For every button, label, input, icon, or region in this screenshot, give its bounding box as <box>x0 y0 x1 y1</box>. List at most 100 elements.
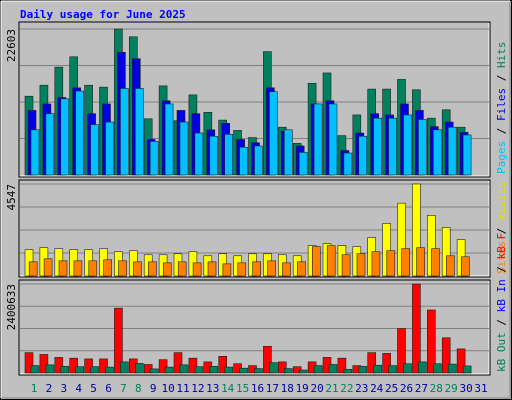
bar <box>237 262 247 277</box>
bar <box>173 352 183 374</box>
bar <box>58 260 68 277</box>
bar <box>447 126 457 176</box>
bar <box>177 261 187 277</box>
bar <box>105 121 114 176</box>
bar <box>30 365 40 374</box>
x-tick-label: 27 <box>415 382 428 395</box>
bar <box>416 247 425 277</box>
chart-title: Daily usage for June 2025 <box>20 8 186 21</box>
x-tick-label: 5 <box>90 382 97 395</box>
x-tick-label: 15 <box>236 382 249 395</box>
x-tick-label: 28 <box>430 382 443 395</box>
bar <box>397 328 406 374</box>
x-tick-label: 17 <box>266 382 279 395</box>
x-tick-label: 25 <box>385 382 398 395</box>
bar <box>254 368 263 374</box>
x-tick-label: 18 <box>281 382 294 395</box>
bar <box>431 248 440 277</box>
bar <box>209 135 219 176</box>
bar <box>149 368 159 374</box>
x-tick-label: 12 <box>191 382 204 395</box>
bar <box>313 365 323 374</box>
legend-entry: Hits <box>495 42 508 69</box>
bar <box>267 260 276 277</box>
legend: Sites / Visits <box>495 181 508 274</box>
bar <box>403 114 412 176</box>
bar <box>263 346 272 374</box>
x-tick-label: 31 <box>474 382 487 395</box>
bar <box>149 141 159 176</box>
x-tick-label: 21 <box>325 382 338 395</box>
bar <box>135 88 144 176</box>
x-tick-label: 19 <box>296 382 309 395</box>
bar <box>371 251 381 277</box>
bar <box>194 132 204 176</box>
bar <box>283 129 293 176</box>
x-tick-label: 9 <box>150 382 157 395</box>
y-tick-label: 2400633 <box>5 284 18 330</box>
bar <box>114 307 123 374</box>
bar <box>188 357 198 374</box>
plot-area <box>18 279 491 376</box>
bar <box>73 260 83 277</box>
x-tick-label: 24 <box>370 382 384 395</box>
bar <box>403 363 412 374</box>
bar <box>120 361 129 374</box>
bar <box>54 357 64 374</box>
x-tick-label: 3 <box>60 382 67 395</box>
bar <box>367 352 377 374</box>
bar <box>252 261 261 277</box>
bar <box>148 261 157 277</box>
bar <box>239 367 248 374</box>
bar <box>45 113 55 176</box>
legend-entry: Visits <box>495 181 508 221</box>
bar <box>432 129 442 176</box>
bar <box>418 119 427 176</box>
bar <box>105 366 114 374</box>
bar <box>158 359 168 374</box>
x-tick-label: 4 <box>75 382 82 395</box>
x-tick-label: 29 <box>445 382 458 395</box>
bar <box>60 98 70 176</box>
x-tick-label: 2 <box>46 382 53 395</box>
bar <box>337 357 347 374</box>
x-tick-label: 11 <box>176 382 189 395</box>
bar <box>432 363 442 374</box>
bar <box>313 103 323 176</box>
bar <box>194 366 204 374</box>
bar <box>179 364 189 374</box>
legend-separator: / <box>495 121 508 141</box>
bar <box>84 358 93 374</box>
bar <box>192 262 202 277</box>
bar <box>341 254 351 277</box>
bar <box>418 361 427 374</box>
bar <box>343 152 353 176</box>
bar <box>462 365 472 374</box>
x-tick-label: 22 <box>340 382 353 395</box>
bar <box>358 135 368 176</box>
bar <box>45 364 55 374</box>
bar <box>460 256 470 277</box>
bar <box>386 250 396 277</box>
bar <box>343 368 353 374</box>
bar <box>358 366 368 374</box>
legend-separator: / <box>495 312 508 332</box>
bar <box>90 124 99 176</box>
bar <box>382 353 391 374</box>
bar <box>164 103 174 176</box>
legend-entry: kB F <box>495 233 508 260</box>
bar <box>328 364 338 374</box>
bar <box>207 261 217 277</box>
bar <box>441 337 451 374</box>
legend-entry: Pages <box>495 141 508 174</box>
bar <box>218 356 227 374</box>
bar <box>69 357 78 374</box>
bar <box>277 361 287 374</box>
bar <box>239 146 248 176</box>
bar <box>179 121 189 176</box>
bar <box>401 248 411 277</box>
bar <box>28 261 38 277</box>
x-tick-label: 10 <box>161 382 174 395</box>
bar <box>118 260 127 277</box>
bar <box>373 117 383 176</box>
